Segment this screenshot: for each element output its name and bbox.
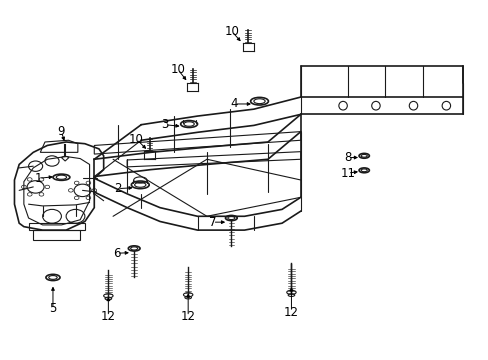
Text: 11: 11	[340, 167, 355, 180]
Text: 1: 1	[35, 172, 42, 185]
Text: 7: 7	[208, 216, 216, 229]
Text: 10: 10	[170, 63, 185, 76]
Text: 12: 12	[101, 310, 116, 323]
Text: 10: 10	[224, 25, 239, 38]
Text: 3: 3	[161, 118, 168, 131]
Text: 12: 12	[180, 310, 195, 323]
Text: 8: 8	[344, 151, 351, 164]
Text: 5: 5	[49, 302, 57, 315]
Text: 10: 10	[129, 133, 143, 146]
Text: 12: 12	[284, 306, 298, 319]
Text: 9: 9	[58, 125, 65, 138]
Text: 2: 2	[114, 182, 121, 195]
Text: 4: 4	[230, 98, 238, 111]
Text: 6: 6	[113, 247, 121, 260]
